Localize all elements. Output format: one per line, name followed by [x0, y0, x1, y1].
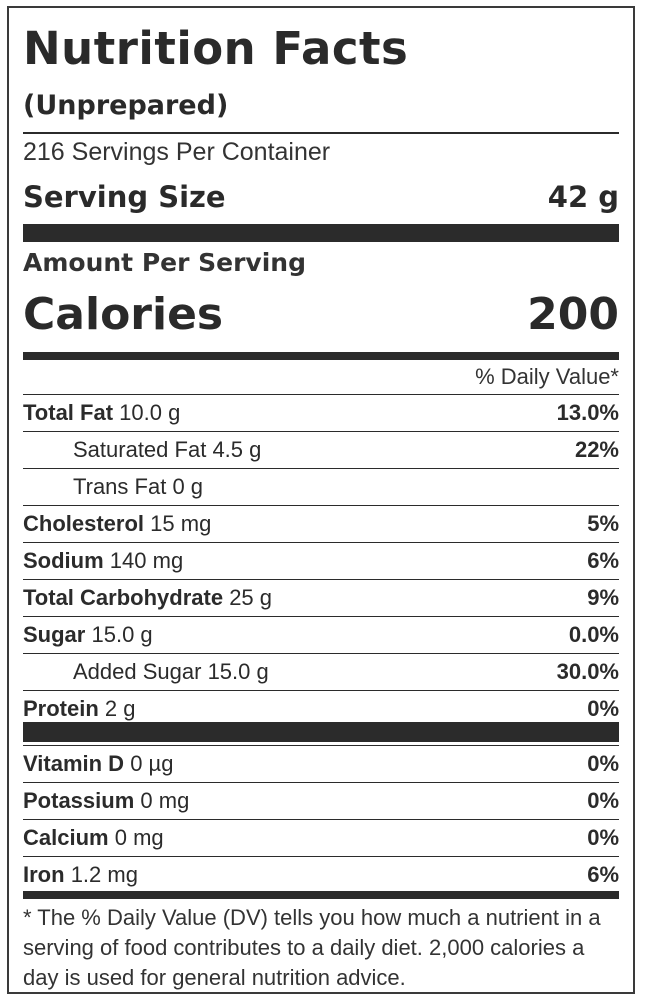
nutrient-amount: 15 mg [150, 511, 212, 536]
nutrient-name: Calcium 0 mg [23, 825, 164, 851]
row-divider [23, 505, 619, 506]
nutrient-name: Iron 1.2 mg [23, 862, 138, 888]
amount-per-serving: Amount Per Serving [23, 248, 306, 277]
row-divider [23, 782, 619, 783]
nutrition-facts-label: Nutrition Facts (Unprepared) 216 Serving… [7, 6, 635, 994]
daily-value-percent: 22% [574, 437, 619, 462]
nutrient-name: Trans Fat 0 g [23, 474, 203, 500]
nutrient-row: Total Carbohydrate 25 g 9% [23, 580, 619, 616]
nutrient-row: Saturated Fat 4.5 g 22% [23, 432, 619, 468]
nutrient-name: Cholesterol 15 mg [23, 511, 211, 537]
row-divider [23, 468, 619, 469]
daily-value-percent: 13.0% [556, 400, 619, 425]
nutrient-label: Cholesterol [23, 511, 145, 536]
daily-value-percent: 5% [587, 511, 619, 536]
nutrient-amount: 0 mg [140, 788, 190, 813]
divider-medium [23, 352, 619, 360]
nutrient-label: Saturated Fat [73, 437, 207, 462]
divider-thick [23, 224, 619, 242]
nutrient-amount: 15.0 g [207, 659, 269, 684]
nutrient-label: Vitamin D [23, 751, 125, 776]
nutrient-row: Sodium 140 mg 6% [23, 543, 619, 579]
calories-row: Calories 200 [23, 289, 619, 340]
row-divider [23, 690, 619, 691]
nutrient-row: Trans Fat 0 g [23, 469, 619, 505]
nutrient-label: Trans Fat [73, 474, 167, 499]
nutrient-row: Calcium 0 mg 0% [23, 820, 619, 856]
nutrient-row: Added Sugar 15.0 g 30.0% [23, 654, 619, 690]
calories-value: 200 [527, 289, 619, 340]
nutrient-label: Protein [23, 696, 99, 721]
nutrient-label: Iron [23, 862, 65, 887]
divider-medium-footnote [23, 891, 619, 899]
daily-value-percent: 0% [587, 788, 619, 813]
nutrient-row: Sugar 15.0 g 0.0% [23, 617, 619, 653]
nutrient-name: Total Carbohydrate 25 g [23, 585, 272, 611]
nutrient-amount: 0 mg [114, 825, 164, 850]
row-divider [23, 819, 619, 820]
daily-value-percent: 9% [587, 585, 619, 610]
nutrient-label: Sodium [23, 548, 104, 573]
nutrient-amount: 0 µg [130, 751, 174, 776]
row-divider [23, 394, 619, 395]
servings-per-container: 216 Servings Per Container [23, 138, 331, 166]
nutrient-amount: 15.0 g [91, 622, 153, 647]
nutrient-label: Added Sugar [73, 659, 202, 684]
nutrient-label: Total Carbohydrate [23, 585, 224, 610]
nutrient-label: Total Fat [23, 400, 114, 425]
nutrient-row: Potassium 0 mg 0% [23, 783, 619, 819]
nutrient-row: Vitamin D 0 µg 0% [23, 746, 619, 782]
serving-size-row: Serving Size 42 g [23, 180, 619, 214]
nutrient-label: Sugar [23, 622, 86, 647]
nutrient-row: Cholesterol 15 mg 5% [23, 506, 619, 542]
label-subtitle: (Unprepared) [23, 90, 229, 121]
serving-size-value: 42 g [547, 180, 619, 214]
nutrient-name: Sodium 140 mg [23, 548, 183, 574]
label-title: Nutrition Facts [23, 22, 409, 75]
row-divider [23, 653, 619, 654]
nutrient-name: Vitamin D 0 µg [23, 751, 173, 777]
daily-value-percent: 6% [587, 862, 619, 887]
row-divider [23, 542, 619, 543]
nutrient-name: Potassium 0 mg [23, 788, 189, 814]
divider-thin [23, 132, 619, 134]
daily-value-percent: 6% [587, 548, 619, 573]
nutrient-amount: 140 mg [109, 548, 184, 573]
nutrient-row: Iron 1.2 mg 6% [23, 857, 619, 893]
nutrient-amount: 0 g [172, 474, 204, 499]
nutrient-amount: 1.2 mg [70, 862, 138, 887]
nutrient-label: Calcium [23, 825, 109, 850]
daily-value-percent: 30.0% [556, 659, 619, 684]
nutrient-name: Total Fat 10.0 g [23, 400, 180, 426]
nutrient-amount: 10.0 g [119, 400, 181, 425]
daily-value-header: % Daily Value* [475, 364, 619, 389]
row-divider [23, 616, 619, 617]
daily-value-percent: 0.0% [568, 622, 619, 647]
row-divider [23, 856, 619, 857]
nutrient-amount: 25 g [229, 585, 273, 610]
nutrient-label: Potassium [23, 788, 135, 813]
footnote: * The % Daily Value (DV) tells you how m… [23, 905, 601, 990]
nutrient-row: Protein 2 g 0% [23, 691, 619, 727]
serving-size-label: Serving Size [23, 180, 226, 214]
nutrient-name: Added Sugar 15.0 g [23, 659, 269, 685]
nutrient-amount: 2 g [104, 696, 136, 721]
nutrient-name: Saturated Fat 4.5 g [23, 437, 261, 463]
row-divider [23, 745, 619, 746]
daily-value-percent: 0% [587, 825, 619, 850]
daily-value-percent: 0% [587, 751, 619, 776]
row-divider [23, 579, 619, 580]
nutrient-name: Protein 2 g [23, 696, 136, 722]
row-divider [23, 431, 619, 432]
calories-label: Calories [23, 289, 224, 340]
nutrient-name: Sugar 15.0 g [23, 622, 153, 648]
divider-thick-vitamins [23, 722, 619, 742]
daily-value-percent: 0% [587, 696, 619, 721]
nutrient-amount: 4.5 g [212, 437, 262, 462]
nutrient-row: Total Fat 10.0 g 13.0% [23, 395, 619, 431]
